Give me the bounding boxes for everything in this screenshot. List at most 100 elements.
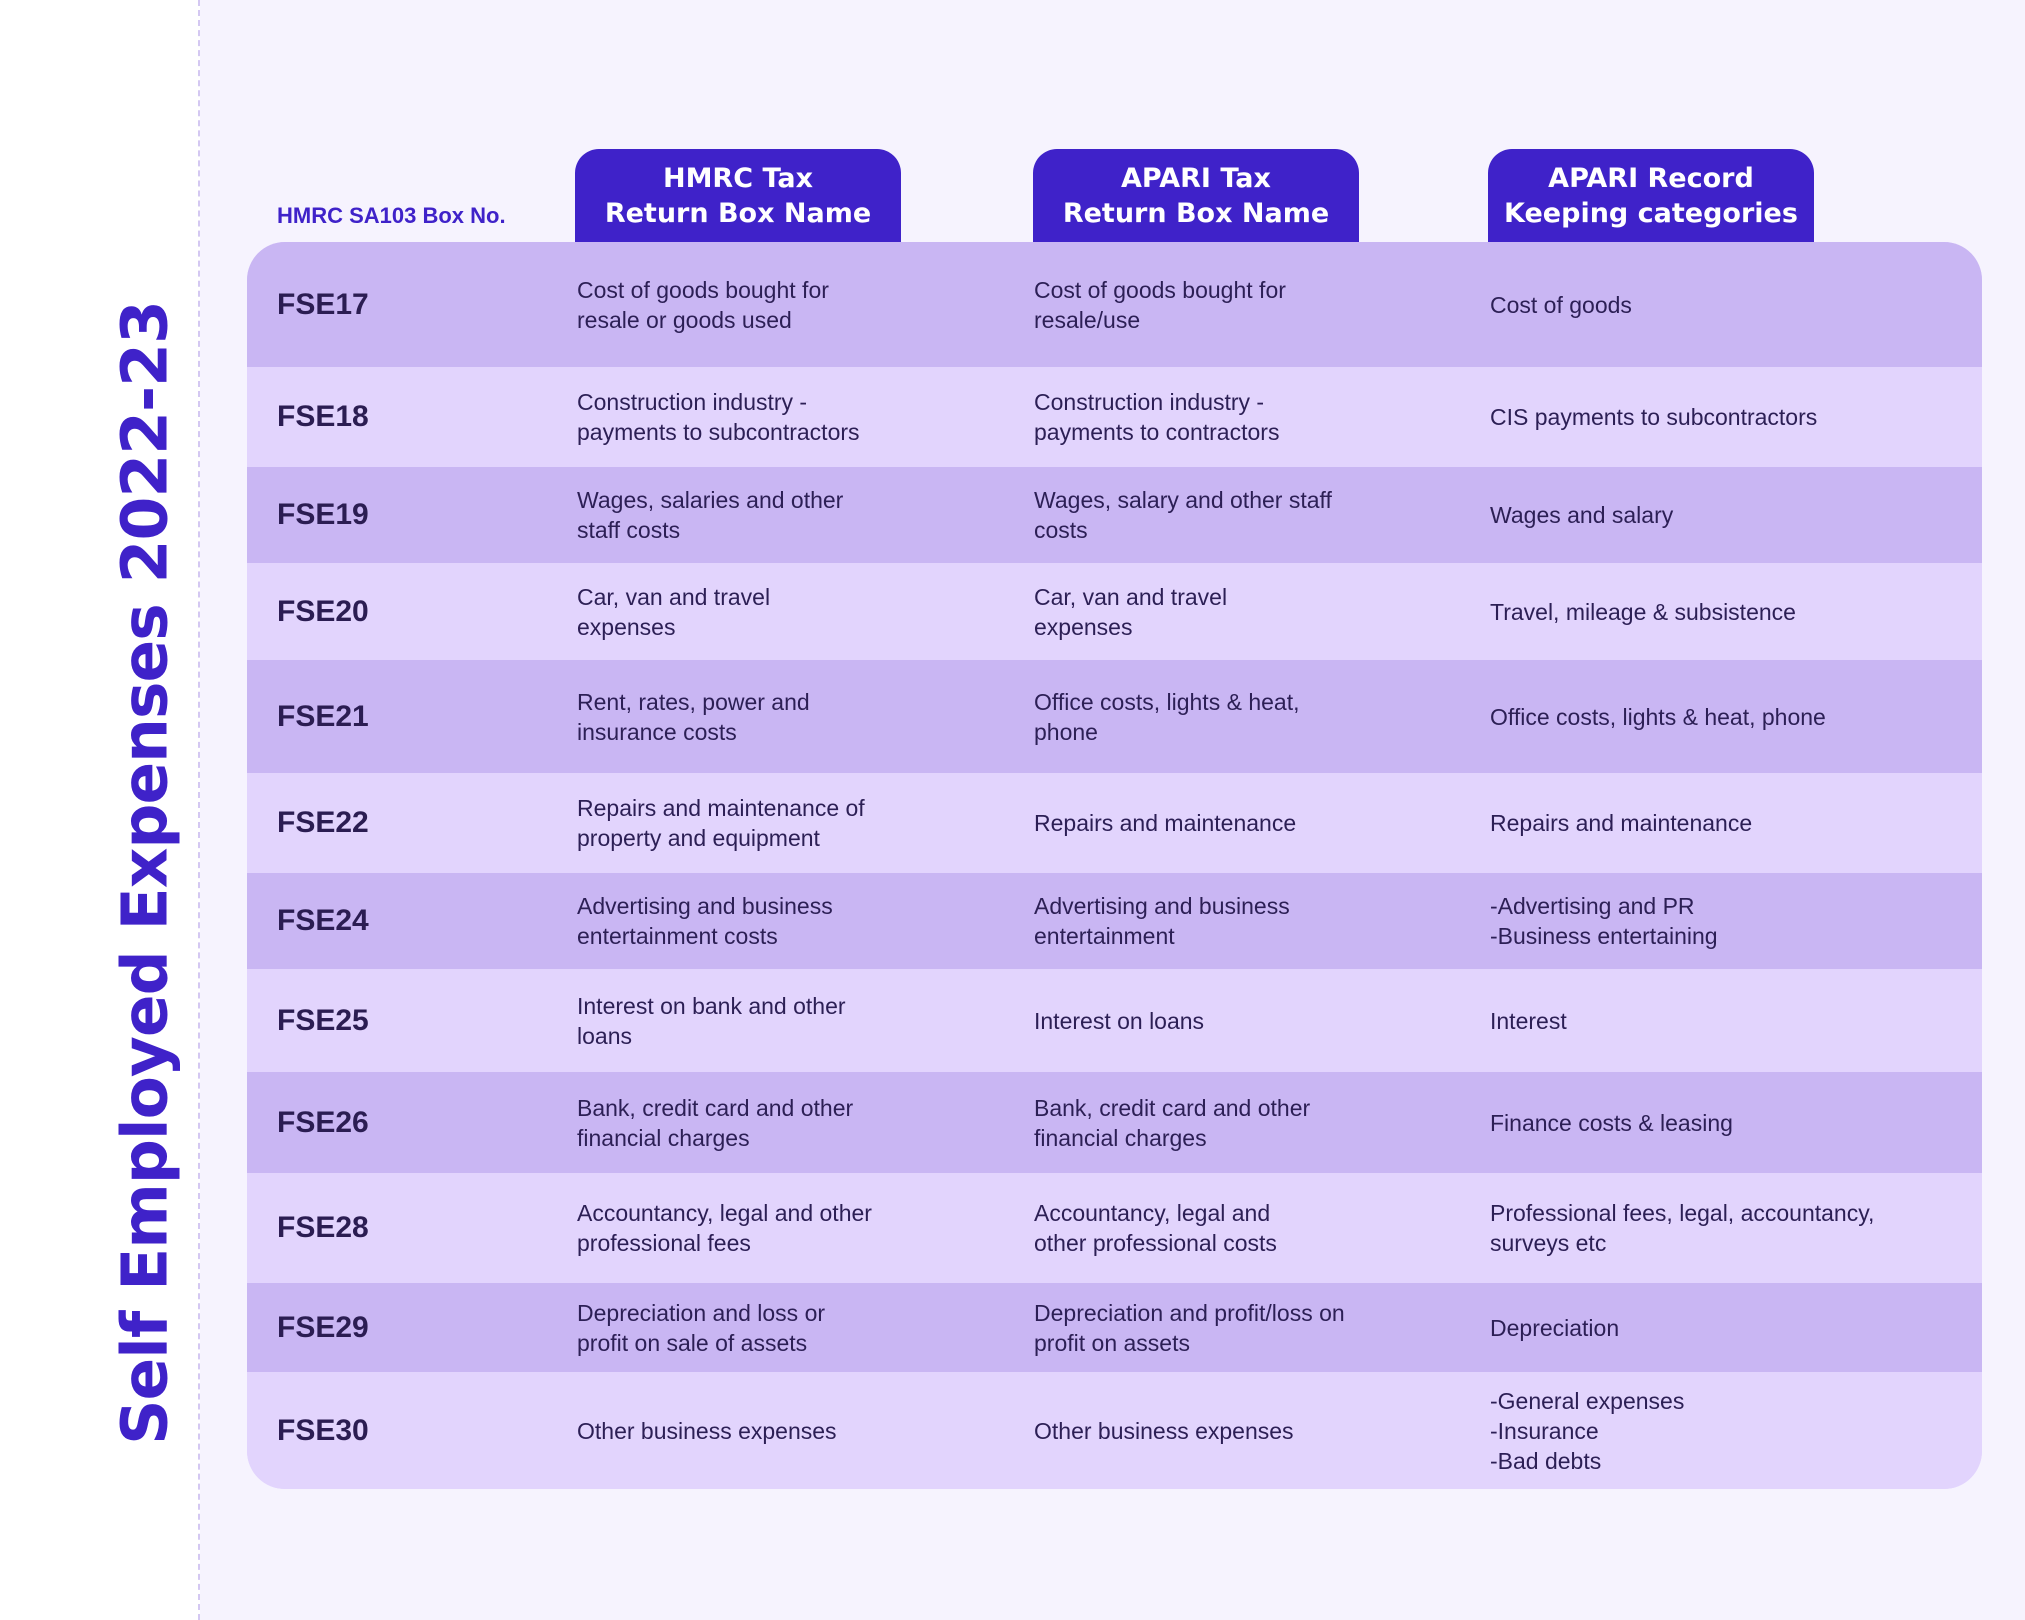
apari-box-name-cell: Car, van and travel expenses: [1034, 582, 1227, 642]
record-category-cell: Professional fees, legal, accountancy, su…: [1490, 1198, 1874, 1258]
table-row: FSE22 Repairs and maintenance of property …: [247, 773, 1982, 873]
cell-line: Travel, mileage & subsistence: [1490, 598, 1796, 625]
cell-line: Other business expenses: [577, 1417, 837, 1444]
record-category-cell: Interest: [1490, 1006, 1567, 1036]
box-number-cell: FSE21: [277, 699, 369, 733]
cell-line: financial charges: [1034, 1124, 1207, 1151]
cell-line: entertainment costs: [577, 923, 778, 949]
record-category-cell: CIS payments to subcontractors: [1490, 402, 1817, 432]
header-line: Keeping categories: [1504, 198, 1798, 229]
box-number-cell: FSE19: [277, 498, 369, 531]
apari-box-name-cell: Other business expenses: [1034, 1416, 1294, 1446]
record-category-cell: Depreciation: [1490, 1313, 1619, 1343]
cell-line: Repairs and maintenance: [1490, 810, 1753, 836]
record-category-cell: Travel, mileage & subsistence: [1490, 597, 1796, 627]
cell-line: Construction industry -: [577, 389, 808, 415]
apari-box-name-cell: Cost of goods bought for resale/use: [1034, 275, 1286, 335]
table-row: FSE18 Construction industry - payments to …: [247, 367, 1982, 467]
box-number-cell: FSE22: [277, 806, 369, 839]
box-number-cell: FSE29: [277, 1310, 369, 1344]
cell-line: profit on assets: [1034, 1329, 1190, 1356]
cell-line: Wages and salary: [1490, 502, 1674, 528]
apari-box-name-cell: Advertising and business entertainment: [1034, 891, 1290, 951]
hmrc-box-name-cell: Wages, salaries and other staff costs: [577, 485, 843, 545]
cell-line: payments to subcontractors: [577, 419, 860, 445]
cell-line: Accountancy, legal and: [1034, 1200, 1271, 1226]
cell-line: entertainment: [1034, 923, 1175, 949]
hmrc-box-name-cell: Other business expenses: [577, 1416, 837, 1446]
hmrc-box-name-cell: Accountancy, legal and other professional…: [577, 1198, 872, 1258]
cell-line: Repairs and maintenance: [1034, 810, 1297, 836]
cell-line: phone: [1034, 718, 1098, 745]
hmrc-box-name-cell: Interest on bank and other loans: [577, 991, 846, 1051]
cell-line: -Business entertaining: [1490, 923, 1718, 949]
hmrc-box-name-cell: Car, van and travel expenses: [577, 582, 770, 642]
hmrc-box-name-cell: Bank, credit card and other financial cha…: [577, 1093, 853, 1153]
cell-line: -Bad debts: [1490, 1447, 1602, 1474]
cell-line: -General expenses: [1490, 1387, 1685, 1414]
cell-line: expenses: [577, 613, 676, 640]
cell-line: Depreciation: [1490, 1314, 1620, 1341]
box-number-cell: FSE28: [277, 1211, 369, 1244]
cell-line: Interest on bank and other: [577, 992, 846, 1019]
cell-line: loans: [577, 1022, 632, 1049]
apari-box-name-cell: Bank, credit card and other financial cha…: [1034, 1093, 1310, 1153]
cell-line: costs: [1034, 517, 1088, 543]
header-line: APARI Tax: [1121, 163, 1271, 194]
cell-line: Bank, credit card and other: [577, 1094, 854, 1121]
header-line: Return Box Name: [1062, 198, 1330, 229]
apari-box-name-cell: Repairs and maintenance: [1034, 808, 1296, 838]
record-category-cell: Wages and salary: [1490, 500, 1673, 530]
hmrc-box-name-cell: Depreciation and loss or profit on sale o…: [577, 1298, 825, 1358]
cell-line: financial charges: [577, 1124, 750, 1151]
hmrc-box-name-cell: Rent, rates, power and insurance costs: [577, 687, 810, 747]
record-category-cell: -Advertising and PR -Business entertainin…: [1490, 891, 1718, 951]
record-category-cell: Repairs and maintenance: [1490, 808, 1752, 838]
table-row: FSE19 Wages, salaries and other staff cost…: [247, 467, 1982, 563]
cell-line: profit on sale of assets: [577, 1329, 808, 1356]
cell-line: Depreciation and loss or: [577, 1299, 826, 1326]
table-row: FSE29 Depreciation and loss or profit on s…: [247, 1283, 1982, 1372]
apari-box-name-cell: Depreciation and profit/loss on profit on…: [1034, 1298, 1345, 1358]
cell-line: Interest: [1490, 1007, 1567, 1034]
header-line: HMRC Tax: [662, 163, 814, 194]
box-number-cell: FSE25: [277, 1003, 369, 1037]
cell-line: Construction industry -: [1034, 389, 1265, 415]
apari-box-name-cell: Interest on loans: [1034, 1006, 1204, 1036]
page-title: Self Employed Expenses 2022-23: [108, 301, 182, 1445]
table-row: FSE28 Accountancy, legal and other profess…: [247, 1173, 1982, 1283]
cell-line: Wages, salaries and other: [577, 487, 844, 513]
table-row: FSE25 Interest on bank and other loans Inte…: [247, 969, 1982, 1072]
apari-box-name-cell: Office costs, lights & heat, phone: [1034, 687, 1299, 747]
box-number-cell: FSE20: [277, 594, 369, 628]
cell-line: Professional fees, legal, accountancy,: [1490, 1200, 1875, 1226]
table-row: FSE20 Car, van and travel expenses Car, van…: [247, 563, 1982, 660]
cell-line: Accountancy, legal and other: [577, 1200, 872, 1226]
side-panel: Self Employed Expenses 2022-23: [0, 0, 200, 1620]
apari-box-name-cell: Accountancy, legal and other professional…: [1034, 1198, 1277, 1258]
cell-line: Cost of goods bought for: [577, 276, 829, 303]
cell-line: Office costs, lights & heat,: [1034, 688, 1300, 715]
cell-line: Car, van and travel: [1034, 583, 1228, 610]
cell-line: staff costs: [577, 517, 681, 543]
cell-line: professional fees: [577, 1230, 751, 1256]
cell-line: Other business expenses: [1034, 1417, 1294, 1444]
cell-line: Wages, salary and other staff: [1034, 487, 1332, 513]
apari-box-name-cell: Construction industry - payments to contr…: [1034, 387, 1279, 447]
cell-line: property and equipment: [577, 825, 820, 851]
header-line: Return Box Name: [604, 198, 872, 229]
expenses-table: FSE17 Cost of goods bought for resale or g…: [247, 242, 1982, 1489]
box-number-cell: FSE17: [277, 287, 369, 321]
cell-line: insurance costs: [577, 718, 737, 745]
apari-record-category-column-header: APARI Record Keeping categories: [1488, 149, 1814, 244]
cell-line: surveys etc: [1490, 1230, 1607, 1256]
header-line: APARI Record: [1548, 163, 1754, 194]
cell-line: Advertising and business: [1034, 893, 1290, 919]
table-row: FSE26 Bank, credit card and other financia…: [247, 1072, 1982, 1173]
cell-line: Repairs and maintenance of: [577, 795, 865, 821]
cell-line: resale/use: [1034, 306, 1141, 333]
cell-line: -Insurance: [1490, 1417, 1599, 1444]
hmrc-box-name-cell: Advertising and business entertainment co…: [577, 891, 833, 951]
cell-line: other professional costs: [1034, 1230, 1277, 1256]
cell-line: Cost of goods: [1490, 291, 1632, 318]
